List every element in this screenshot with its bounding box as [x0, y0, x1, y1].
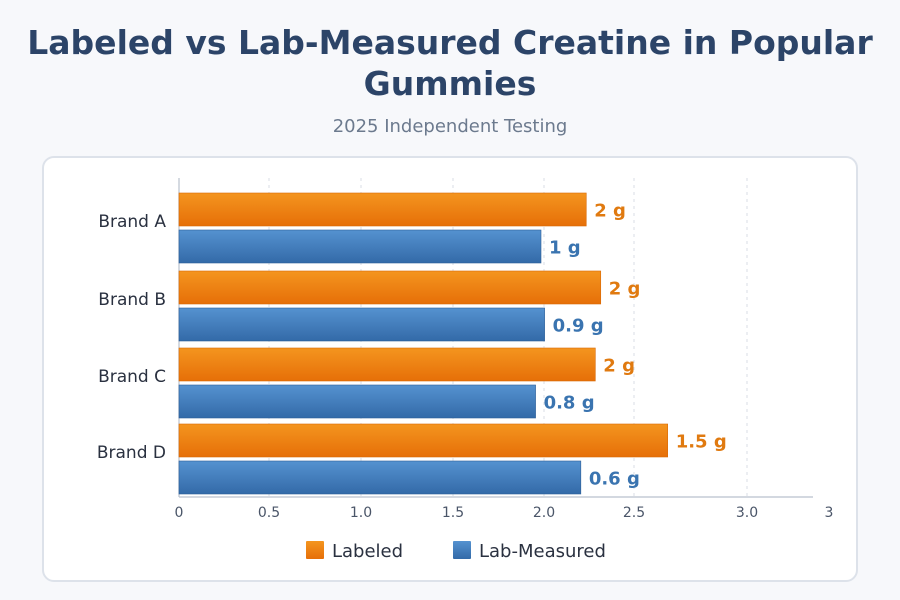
- x-tick-label: 0: [175, 505, 184, 521]
- legend-labeled-swatch: [306, 541, 324, 559]
- x-tick-label: 1.0: [350, 505, 372, 521]
- x-tick-label: 3.0: [736, 505, 758, 521]
- bar-lab-measured: [178, 384, 536, 419]
- legend-lab-measured-label: Lab-Measured: [479, 541, 606, 562]
- x-tick-label: 2.5: [623, 505, 645, 521]
- data-label-labeled: 2 g: [603, 356, 635, 377]
- category-label: Brand A: [98, 212, 166, 232]
- legend-lab-measured-swatch: [453, 541, 471, 559]
- data-label-labeled: 1.5 g: [676, 432, 727, 453]
- chart-title: Labeled vs Lab-Measured Creatine in Popu…: [0, 22, 900, 104]
- bar-labeled: [178, 423, 669, 458]
- bar-labeled: [178, 192, 587, 227]
- legend-labeled-label: Labeled: [332, 541, 403, 562]
- bar-lab-measured: [178, 229, 542, 264]
- bar-lab-measured: [178, 307, 545, 342]
- data-label-labeled: 2 g: [609, 279, 641, 300]
- data-label-labeled: 2 g: [594, 201, 626, 222]
- data-label-lab-measured: 1 g: [549, 238, 581, 259]
- data-label-lab-measured: 0.9 g: [553, 316, 604, 337]
- bar-labeled: [178, 347, 596, 382]
- data-label-lab-measured: 0.8 g: [544, 393, 595, 414]
- x-tick-label: 2.0: [533, 505, 555, 521]
- bar-lab-measured: [178, 460, 582, 495]
- category-label: Brand D: [97, 443, 166, 463]
- chart-subtitle: 2025 Independent Testing: [332, 116, 568, 137]
- chart-title-text: Labeled vs Lab-Measured Creatine in Popu…: [27, 23, 873, 103]
- data-label-lab-measured: 0.6 g: [589, 469, 640, 490]
- x-tick-label: 1.5: [442, 505, 464, 521]
- x-tick-label: 3: [825, 505, 834, 521]
- category-label: Brand B: [98, 290, 166, 310]
- x-tick-label: 0.5: [258, 505, 280, 521]
- bar-labeled: [178, 270, 602, 305]
- category-label: Brand C: [98, 367, 166, 387]
